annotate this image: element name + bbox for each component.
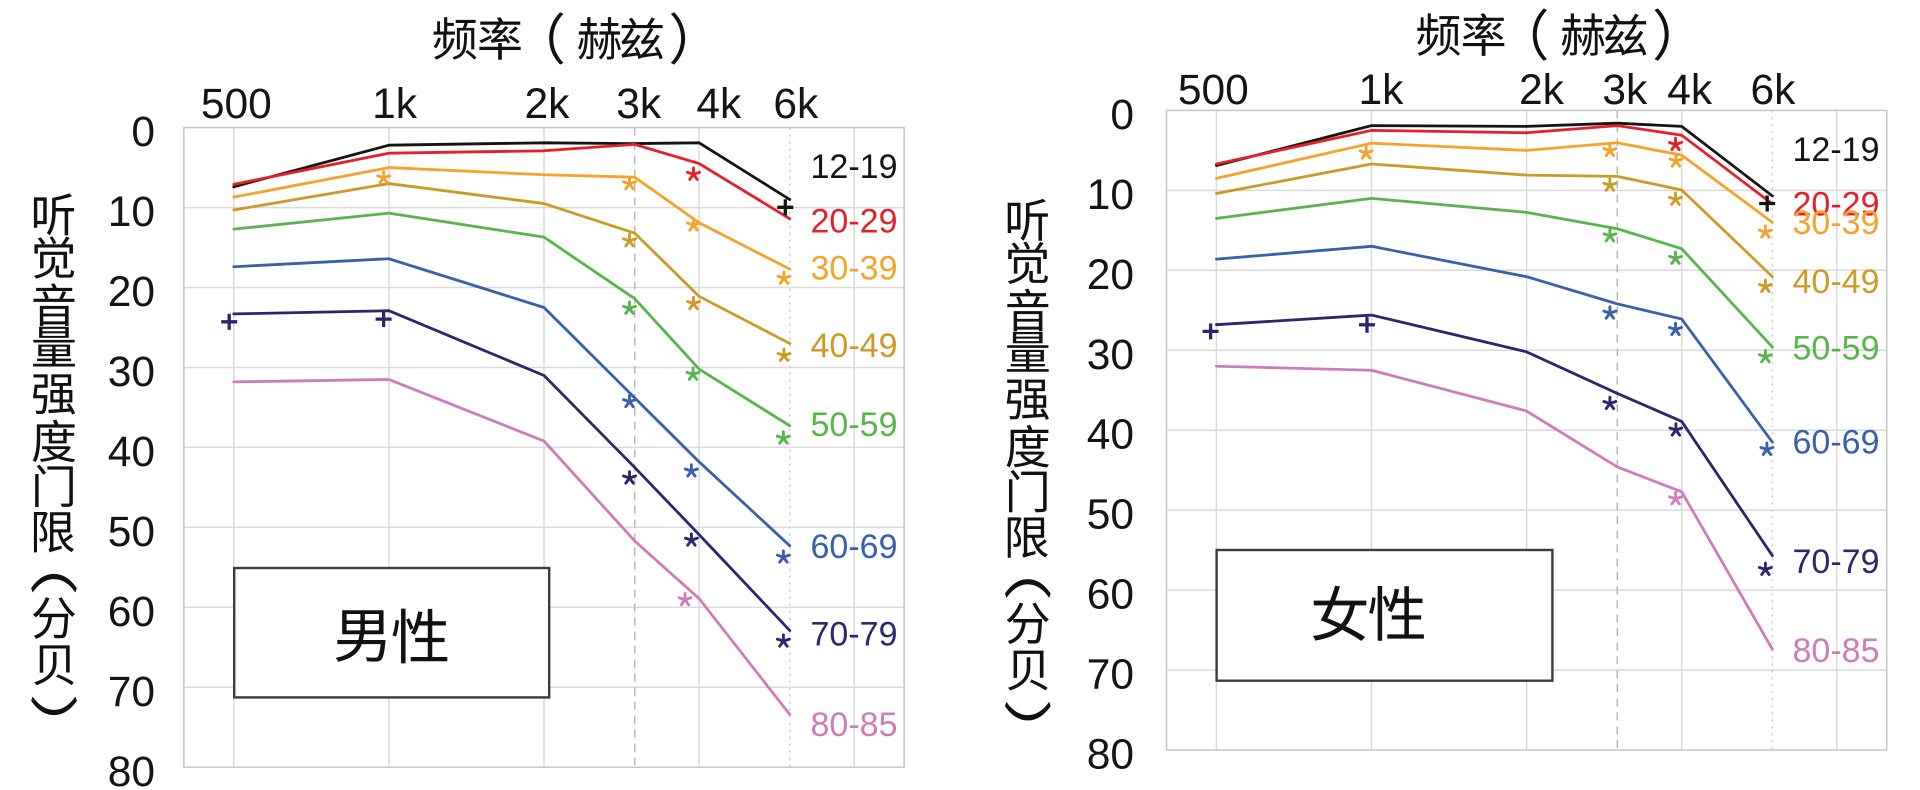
svg-text:20: 20 <box>108 269 155 316</box>
svg-text:50: 50 <box>108 509 155 556</box>
svg-text:12-19: 12-19 <box>1793 131 1880 169</box>
svg-text:500: 500 <box>1178 67 1249 114</box>
svg-text:0: 0 <box>131 109 155 156</box>
svg-text:70-79: 70-79 <box>1793 543 1880 581</box>
svg-text:80-85: 80-85 <box>1793 632 1880 670</box>
svg-text:50: 50 <box>1087 492 1134 539</box>
svg-text:60-69: 60-69 <box>1793 423 1880 461</box>
svg-text:50-59: 50-59 <box>1793 330 1880 368</box>
svg-text:30-39: 30-39 <box>1793 204 1880 242</box>
svg-text:30-39: 30-39 <box>811 249 898 287</box>
svg-text:20-29: 20-29 <box>1793 185 1880 223</box>
svg-text:0: 0 <box>1110 92 1134 139</box>
svg-text:60: 60 <box>1087 572 1134 619</box>
svg-text:10: 10 <box>108 189 155 236</box>
svg-text:70-79: 70-79 <box>811 616 898 654</box>
svg-text:40: 40 <box>1087 412 1134 459</box>
svg-text:20: 20 <box>1087 252 1134 299</box>
svg-text:40-49: 40-49 <box>811 327 898 365</box>
svg-text:12-19: 12-19 <box>811 148 898 186</box>
svg-text:30: 30 <box>108 349 155 396</box>
svg-text:6k: 6k <box>1751 67 1797 114</box>
svg-text:40: 40 <box>108 429 155 476</box>
svg-text:80: 80 <box>108 749 155 790</box>
svg-text:1k: 1k <box>1359 67 1405 114</box>
svg-text:80: 80 <box>1087 732 1134 779</box>
svg-text:50-59: 50-59 <box>811 406 898 444</box>
svg-text:80-85: 80-85 <box>811 706 898 744</box>
svg-text:6k: 6k <box>773 81 819 128</box>
svg-text:30: 30 <box>1087 332 1134 379</box>
svg-text:2k: 2k <box>1519 67 1565 114</box>
svg-text:3k: 3k <box>616 81 662 128</box>
svg-text:2k: 2k <box>525 81 571 128</box>
svg-text:500: 500 <box>201 81 272 128</box>
svg-text:4k: 4k <box>696 81 742 128</box>
svg-text:1k: 1k <box>372 81 418 128</box>
svg-text:4k: 4k <box>1667 67 1713 114</box>
svg-text:60-69: 60-69 <box>811 528 898 566</box>
svg-text:10: 10 <box>1087 172 1134 219</box>
svg-text:40-49: 40-49 <box>1793 263 1880 301</box>
svg-text:60: 60 <box>108 589 155 636</box>
svg-text:70: 70 <box>108 669 155 716</box>
svg-text:20-29: 20-29 <box>811 203 898 241</box>
svg-text:3k: 3k <box>1602 67 1648 114</box>
svg-text:70: 70 <box>1087 652 1134 699</box>
